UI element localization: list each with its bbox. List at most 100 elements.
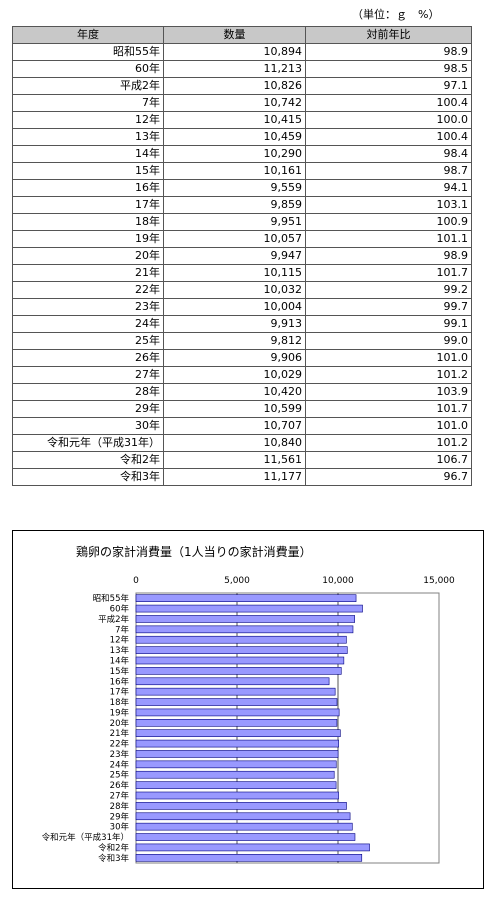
bar xyxy=(135,646,348,654)
bar xyxy=(135,791,339,800)
table-row: 令和3年 11,177 96.7 xyxy=(12,468,472,486)
category-label: 12年 xyxy=(110,635,130,646)
category-label: 21年 xyxy=(110,728,130,739)
x-tick-label: 0 xyxy=(133,576,139,586)
bar xyxy=(135,719,338,727)
cell-year: 22年 xyxy=(12,281,164,299)
cell-quantity: 10,161 xyxy=(163,162,306,180)
cell-quantity: 10,840 xyxy=(163,434,306,452)
cell-yoy-ratio: 100.4 xyxy=(305,128,472,146)
category-label: 平成2年 xyxy=(98,614,129,625)
header-quantity: 数量 xyxy=(163,26,306,44)
category-label: 18年 xyxy=(110,697,130,708)
category-label: 16年 xyxy=(110,676,130,687)
cell-yoy-ratio: 98.7 xyxy=(305,162,472,180)
table-row: 22年 10,032 99.2 xyxy=(12,281,472,299)
header-yoy-ratio: 対前年比 xyxy=(305,26,472,44)
bar xyxy=(135,760,337,769)
cell-year: 昭和55年 xyxy=(12,43,164,61)
bar xyxy=(135,687,336,696)
plot-area xyxy=(135,592,440,864)
cell-yoy-ratio: 98.4 xyxy=(305,145,472,163)
category-label: 60年 xyxy=(110,604,130,615)
x-tick-label: 15,000 xyxy=(423,576,455,586)
cell-yoy-ratio: 98.9 xyxy=(305,247,472,265)
cell-year: 16年 xyxy=(12,179,164,197)
cell-year: 26年 xyxy=(12,349,164,367)
cell-yoy-ratio: 98.9 xyxy=(305,43,472,61)
category-label: 30年 xyxy=(110,822,130,833)
bar xyxy=(135,625,354,634)
cell-quantity: 11,561 xyxy=(163,451,306,469)
cell-yoy-ratio: 98.5 xyxy=(305,60,472,78)
cell-year: 7年 xyxy=(12,94,164,112)
cell-yoy-ratio: 101.0 xyxy=(305,417,472,435)
cell-yoy-ratio: 99.7 xyxy=(305,298,472,316)
cell-year: 15年 xyxy=(12,162,164,180)
table-row: 14年 10,290 98.4 xyxy=(12,145,472,163)
bar xyxy=(135,604,363,613)
cell-quantity: 10,004 xyxy=(163,298,306,316)
category-label: 24年 xyxy=(110,759,130,770)
category-label: 14年 xyxy=(110,656,130,667)
cell-year: 12年 xyxy=(12,111,164,129)
category-label: 令和3年 xyxy=(98,853,129,864)
cell-quantity: 10,290 xyxy=(163,145,306,163)
cell-year: 20年 xyxy=(12,247,164,265)
table-row: 15年 10,161 98.7 xyxy=(12,162,472,180)
cell-year: 60年 xyxy=(12,60,164,78)
category-label: 28年 xyxy=(110,801,130,812)
bar xyxy=(135,739,339,748)
category-label: 26年 xyxy=(110,780,130,791)
bar xyxy=(135,770,335,779)
table-row: 28年 10,420 103.9 xyxy=(12,383,472,401)
cell-yoy-ratio: 101.2 xyxy=(305,434,472,452)
cell-quantity: 11,213 xyxy=(163,60,306,78)
cell-yoy-ratio: 103.1 xyxy=(305,196,472,214)
cell-year: 21年 xyxy=(12,264,164,282)
cell-year: 令和2年 xyxy=(12,451,164,469)
category-label: 27年 xyxy=(110,791,130,802)
cell-quantity: 10,742 xyxy=(163,94,306,112)
table-row: 25年 9,812 99.0 xyxy=(12,332,472,350)
table-row: 60年 11,213 98.5 xyxy=(12,60,472,78)
bar xyxy=(135,635,347,644)
category-label: 17年 xyxy=(110,687,130,698)
cell-yoy-ratio: 101.7 xyxy=(305,264,472,282)
category-label: 15年 xyxy=(110,666,130,677)
category-label: 23年 xyxy=(110,749,130,760)
cell-year: 25年 xyxy=(12,332,164,350)
cell-quantity: 9,812 xyxy=(163,332,306,350)
cell-quantity: 10,420 xyxy=(163,383,306,401)
cell-quantity: 9,947 xyxy=(163,247,306,265)
cell-quantity: 9,559 xyxy=(163,179,306,197)
table-header-row: 年度 数量 対前年比 xyxy=(12,26,472,44)
bar xyxy=(135,843,370,852)
cell-year: 平成2年 xyxy=(12,77,164,95)
cell-quantity: 10,894 xyxy=(163,43,306,61)
x-tick-label: 10,000 xyxy=(322,576,354,586)
cell-quantity: 10,415 xyxy=(163,111,306,129)
cell-quantity: 10,459 xyxy=(163,128,306,146)
cell-quantity: 11,177 xyxy=(163,468,306,486)
cell-yoy-ratio: 97.1 xyxy=(305,77,472,95)
bar xyxy=(135,615,355,623)
cell-year: 13年 xyxy=(12,128,164,146)
cell-quantity: 9,906 xyxy=(163,349,306,367)
cell-year: 29年 xyxy=(12,400,164,418)
cell-year: 令和元年（平成31年） xyxy=(12,434,164,452)
cell-quantity: 10,029 xyxy=(163,366,306,384)
chart-title: 鶏卵の家計消費量（1人当りの家計消費量） xyxy=(76,544,312,559)
cell-yoy-ratio: 100.9 xyxy=(305,213,472,231)
cell-quantity: 10,707 xyxy=(163,417,306,435)
cell-yoy-ratio: 99.0 xyxy=(305,332,472,350)
cell-yoy-ratio: 101.0 xyxy=(305,349,472,367)
cell-quantity: 10,599 xyxy=(163,400,306,418)
category-label: 25年 xyxy=(110,770,130,781)
bar xyxy=(135,812,351,821)
bar xyxy=(135,802,347,810)
cell-year: 28年 xyxy=(12,383,164,401)
table-row: 令和2年 11,561 106.7 xyxy=(12,451,472,469)
category-label: 13年 xyxy=(110,645,130,656)
category-label: 19年 xyxy=(110,707,130,718)
